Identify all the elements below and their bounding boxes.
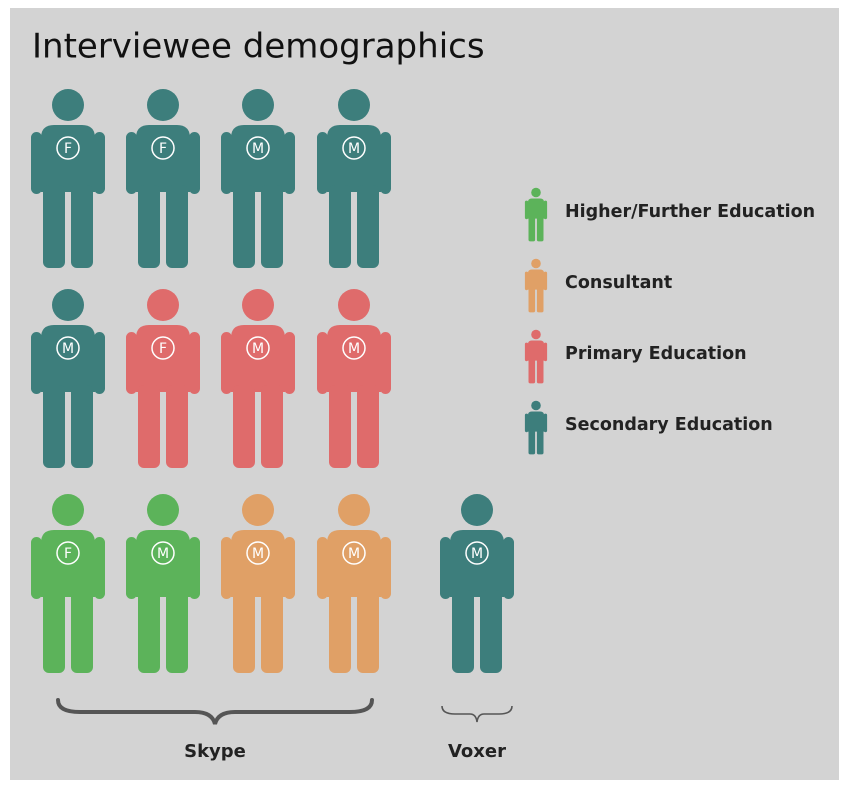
gender-badge: [56, 541, 80, 565]
gender-label: M: [348, 141, 360, 157]
gender-label: F: [64, 141, 72, 157]
group-label: Skype: [184, 741, 246, 762]
legend-entry: Secondary Education: [524, 400, 773, 455]
gender-label: M: [348, 546, 360, 562]
person-icon: M: [221, 494, 295, 673]
legend-entry: Higher/Further Education: [524, 187, 815, 242]
person-icon: M: [317, 289, 391, 468]
legend-entry: Consultant: [524, 258, 672, 313]
gender-badge: [56, 336, 80, 360]
legend-label: Higher/Further Education: [565, 202, 815, 222]
person-icon: M: [221, 89, 295, 268]
gender-badge: [342, 136, 366, 160]
gender-label: M: [157, 546, 169, 562]
gender-badge: [342, 336, 366, 360]
gender-badge: [465, 541, 489, 565]
voxer-brace: [441, 705, 513, 723]
gender-badge: [56, 136, 80, 160]
legend-label: Consultant: [565, 273, 672, 293]
person-icon: M: [31, 289, 105, 468]
person-icon: F: [31, 89, 105, 268]
gender-label: F: [159, 141, 167, 157]
background: [10, 8, 839, 780]
legend-label: Primary Education: [565, 344, 747, 364]
gender-label: M: [252, 141, 264, 157]
group-label: Voxer: [448, 741, 506, 762]
legend-label: Secondary Education: [565, 415, 773, 435]
gender-label: M: [252, 546, 264, 562]
person-icon: F: [126, 289, 200, 468]
person-icon: M: [126, 494, 200, 673]
gender-label: F: [64, 546, 72, 562]
legend-entry: Primary Education: [524, 329, 747, 384]
person-icon: M: [317, 494, 391, 673]
gender-badge: [246, 336, 270, 360]
gender-label: M: [62, 341, 74, 357]
gender-badge: [151, 136, 175, 160]
person-icon: F: [126, 89, 200, 268]
gender-badge: [151, 336, 175, 360]
person-icon: M: [317, 89, 391, 268]
gender-label: M: [471, 546, 483, 562]
gender-label: M: [252, 341, 264, 357]
skype-brace: [56, 698, 374, 725]
gender-badge: [151, 541, 175, 565]
gender-badge: [246, 136, 270, 160]
gender-label: M: [348, 341, 360, 357]
gender-label: F: [159, 341, 167, 357]
title: Interviewee demographics: [32, 27, 485, 67]
gender-badge: [246, 541, 270, 565]
gender-badge: [342, 541, 366, 565]
person-icon: M: [221, 289, 295, 468]
person-icon: M: [440, 494, 514, 673]
person-icon: F: [31, 494, 105, 673]
